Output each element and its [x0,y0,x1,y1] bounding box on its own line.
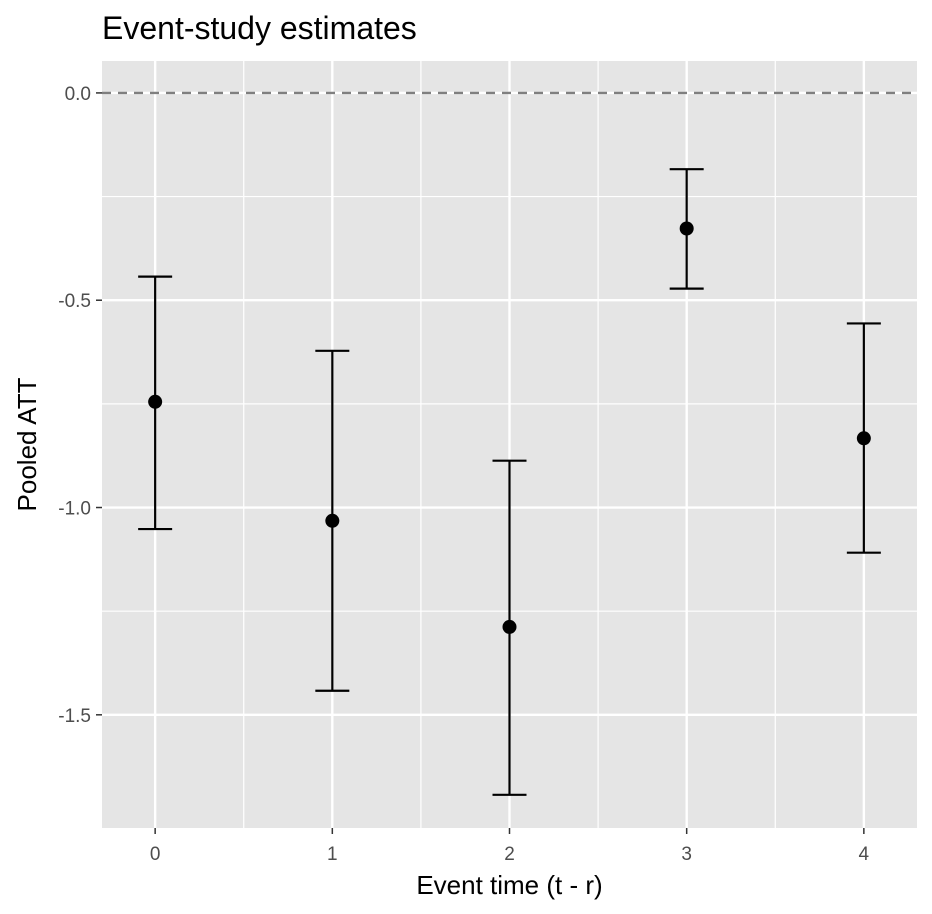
y-axis-title: Pooled ATT [12,377,42,511]
x-tick-label: 1 [327,844,338,865]
data-point [856,431,871,446]
y-tick-label: -1.5 [58,706,91,727]
data-points [148,221,871,634]
chart-title: Event-study estimates [102,10,417,46]
x-axis-ticks: 0 1 2 3 4 [150,828,870,865]
y-tick-label: -1.0 [58,499,91,520]
x-tick-label: 2 [504,844,515,865]
x-tick-label: 3 [681,844,692,865]
x-axis-title: Event time (t - r) [416,870,602,900]
data-point [148,394,163,409]
x-tick-label: 0 [150,844,161,865]
y-tick-label: -0.5 [58,291,91,312]
data-point [502,619,517,634]
data-point [325,513,340,528]
x-tick-label: 4 [859,844,870,865]
y-tick-label: 0.0 [65,84,91,105]
data-point [679,221,694,236]
y-axis-ticks: 0.0 -0.5 -1.0 -1.5 [58,84,102,727]
